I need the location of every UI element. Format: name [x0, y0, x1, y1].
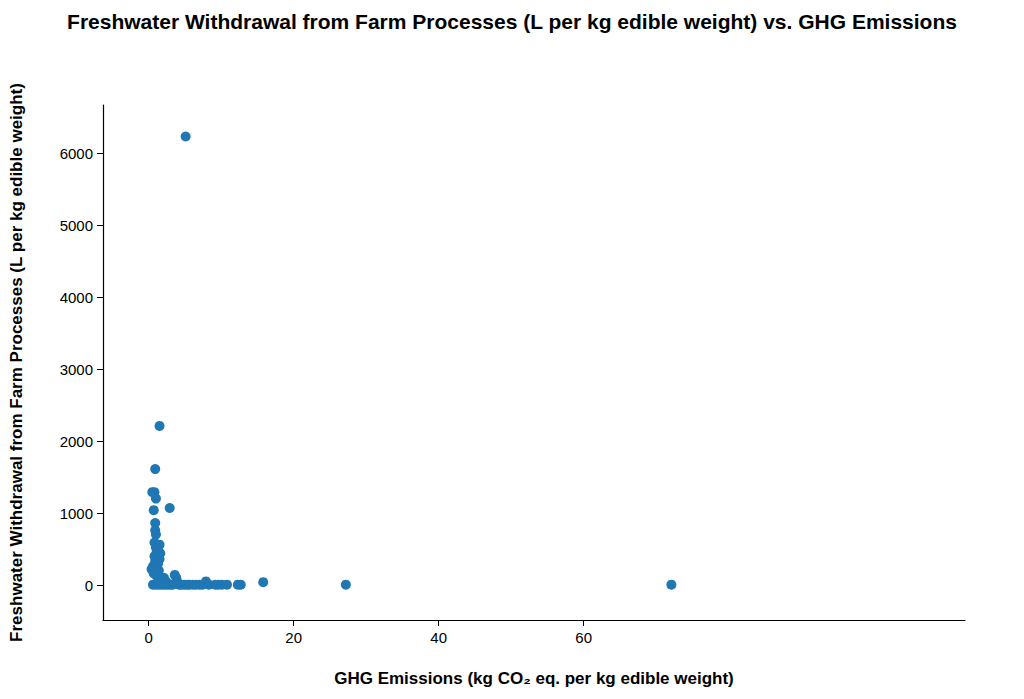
svg-text:4000: 4000: [60, 289, 93, 306]
svg-text:6000: 6000: [60, 145, 93, 162]
svg-text:1000: 1000: [60, 505, 93, 522]
svg-text:GHG Emissions (kg CO₂ eq. per: GHG Emissions (kg CO₂ eq. per kg edible …: [334, 669, 734, 688]
svg-text:Freshwater Withdrawal from Far: Freshwater Withdrawal from Farm Processe…: [67, 10, 957, 33]
svg-text:3000: 3000: [60, 361, 93, 378]
svg-text:20: 20: [285, 629, 302, 646]
svg-text:2000: 2000: [60, 433, 93, 450]
svg-text:5000: 5000: [60, 217, 93, 234]
svg-text:40: 40: [430, 629, 447, 646]
svg-text:60: 60: [575, 629, 592, 646]
svg-text:0: 0: [145, 629, 153, 646]
svg-text:Freshwater Withdrawal from Far: Freshwater Withdrawal from Farm Processe…: [7, 83, 26, 642]
svg-text:0: 0: [85, 577, 93, 594]
